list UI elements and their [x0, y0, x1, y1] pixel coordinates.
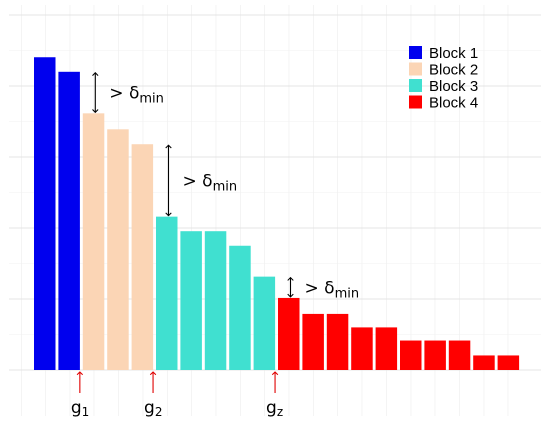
bar [375, 327, 398, 370]
bar [326, 313, 349, 370]
gap-label: > δmin [305, 278, 360, 301]
gap-label: > δmin [109, 84, 164, 107]
bar [82, 113, 105, 371]
bar [204, 231, 227, 370]
gap-annotations: > δmin > δmin > δmin [92, 72, 360, 301]
legend-swatch [409, 46, 422, 59]
cut-label: gz [266, 398, 283, 419]
cut-label: g2 [144, 398, 162, 419]
legend-label: Block 4 [429, 95, 478, 112]
legend-swatch [409, 95, 422, 109]
bar [131, 144, 154, 370]
bar [156, 216, 178, 370]
bar [58, 71, 80, 371]
gap-label: > δmin [183, 171, 238, 194]
bar [448, 340, 471, 370]
bar [351, 327, 373, 370]
bar [107, 129, 129, 370]
legend-label: Block 2 [429, 62, 478, 79]
legend-label: Block 1 [429, 45, 478, 62]
bar [473, 355, 495, 370]
cut-markers: g1 g2 gz [71, 371, 283, 419]
bar [497, 355, 520, 370]
bar [400, 340, 422, 370]
bar [180, 231, 202, 370]
bar [302, 313, 324, 370]
bar [229, 245, 251, 370]
bar [34, 57, 56, 371]
legend-swatch [409, 79, 422, 92]
bar [424, 340, 446, 370]
bar [253, 276, 276, 370]
bar [278, 297, 300, 370]
cut-label: g1 [71, 398, 89, 419]
legend-label: Block 3 [429, 78, 478, 95]
bars [34, 57, 520, 371]
legend-swatch [409, 62, 422, 76]
